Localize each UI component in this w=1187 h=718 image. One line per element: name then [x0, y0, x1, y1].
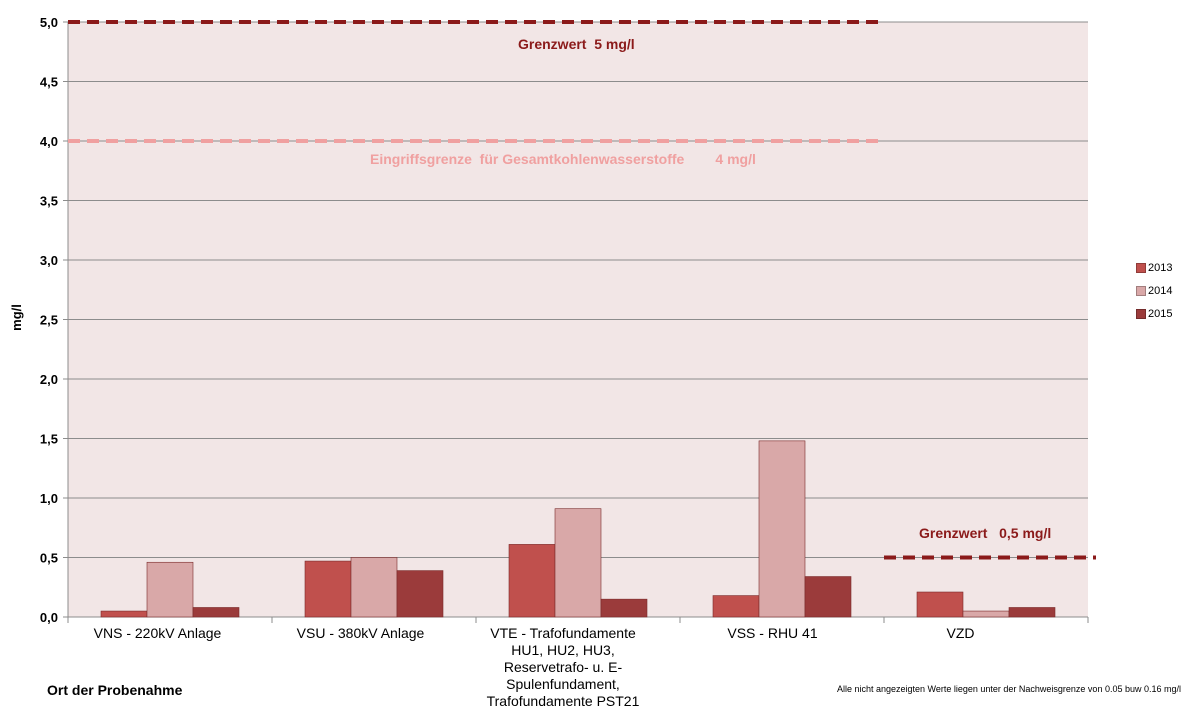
bar-2015-4	[1008, 607, 1056, 618]
category-label-vsu: VSU - 380kV Anlage	[296, 625, 425, 641]
legend-swatch-2015	[1136, 308, 1146, 319]
y-tick-label-7: 3,5	[40, 194, 58, 209]
legend-item-2013: 2013	[1136, 256, 1172, 279]
y-tick-label-6: 3,0	[40, 253, 58, 268]
reference-label-limit-0-5: Grenzwert 0,5 mg/l	[919, 525, 1052, 541]
legend-item-2015: 2015	[1136, 302, 1172, 325]
y-tick-label-4: 2,0	[40, 372, 58, 387]
bar-2013-4	[916, 591, 964, 618]
reference-label-intervention-4: Eingriffsgrenze für Gesamtkohlenwasserst…	[370, 151, 756, 167]
bar-2014-4	[962, 610, 1010, 618]
bar-2013-3	[712, 595, 760, 618]
bar-2015-3	[804, 576, 852, 618]
bar-2015-0	[192, 607, 240, 618]
bar-2014-0	[146, 561, 194, 618]
y-axis-title: mg/l	[8, 304, 24, 331]
bar-2013-1	[304, 560, 352, 618]
legend: 2013 2014 2015	[1136, 256, 1172, 325]
legend-label-2014: 2014	[1148, 284, 1173, 297]
category-label-vns: VNS - 220kV Anlage	[93, 625, 222, 641]
legend-swatch-2013	[1136, 262, 1146, 273]
bar-2014-2	[554, 508, 602, 618]
y-tick-label-0: 0,0	[40, 610, 58, 625]
footnote: Alle nicht angezeigten Werte liegen unte…	[836, 684, 1181, 694]
bar-2014-1	[350, 557, 398, 618]
y-tick-label-1: 0,5	[40, 551, 58, 566]
category-label-vte: VTE - Trafofundamente HU1, HU2, HU3, Res…	[486, 625, 640, 709]
y-tick-label-3: 1,5	[40, 432, 58, 447]
category-label-vss: VSS - RHU 41	[727, 625, 818, 641]
reference-label-limit-5: Grenzwert 5 mg/l	[518, 36, 635, 52]
legend-label-2013: 2013	[1148, 261, 1173, 274]
legend-label-2015: 2015	[1148, 307, 1173, 320]
bar-2013-2	[508, 544, 556, 618]
category-label-vzd: VZD	[946, 625, 975, 641]
y-tick-label-8: 4,0	[40, 134, 58, 149]
y-tick-label-5: 2,5	[40, 313, 58, 328]
y-tick-label-9: 4,5	[40, 75, 58, 90]
bar-2013-0	[100, 610, 148, 618]
y-tick-label-2: 1,0	[40, 491, 58, 506]
bar-2014-3	[758, 440, 806, 618]
legend-swatch-2014	[1136, 285, 1146, 296]
legend-item-2014: 2014	[1136, 279, 1172, 302]
y-tick-label-10: 5,0	[40, 15, 58, 30]
bar-2015-1	[396, 570, 444, 618]
bar-2015-2	[600, 598, 648, 618]
x-axis-title: Ort der Probenahme	[47, 682, 183, 698]
